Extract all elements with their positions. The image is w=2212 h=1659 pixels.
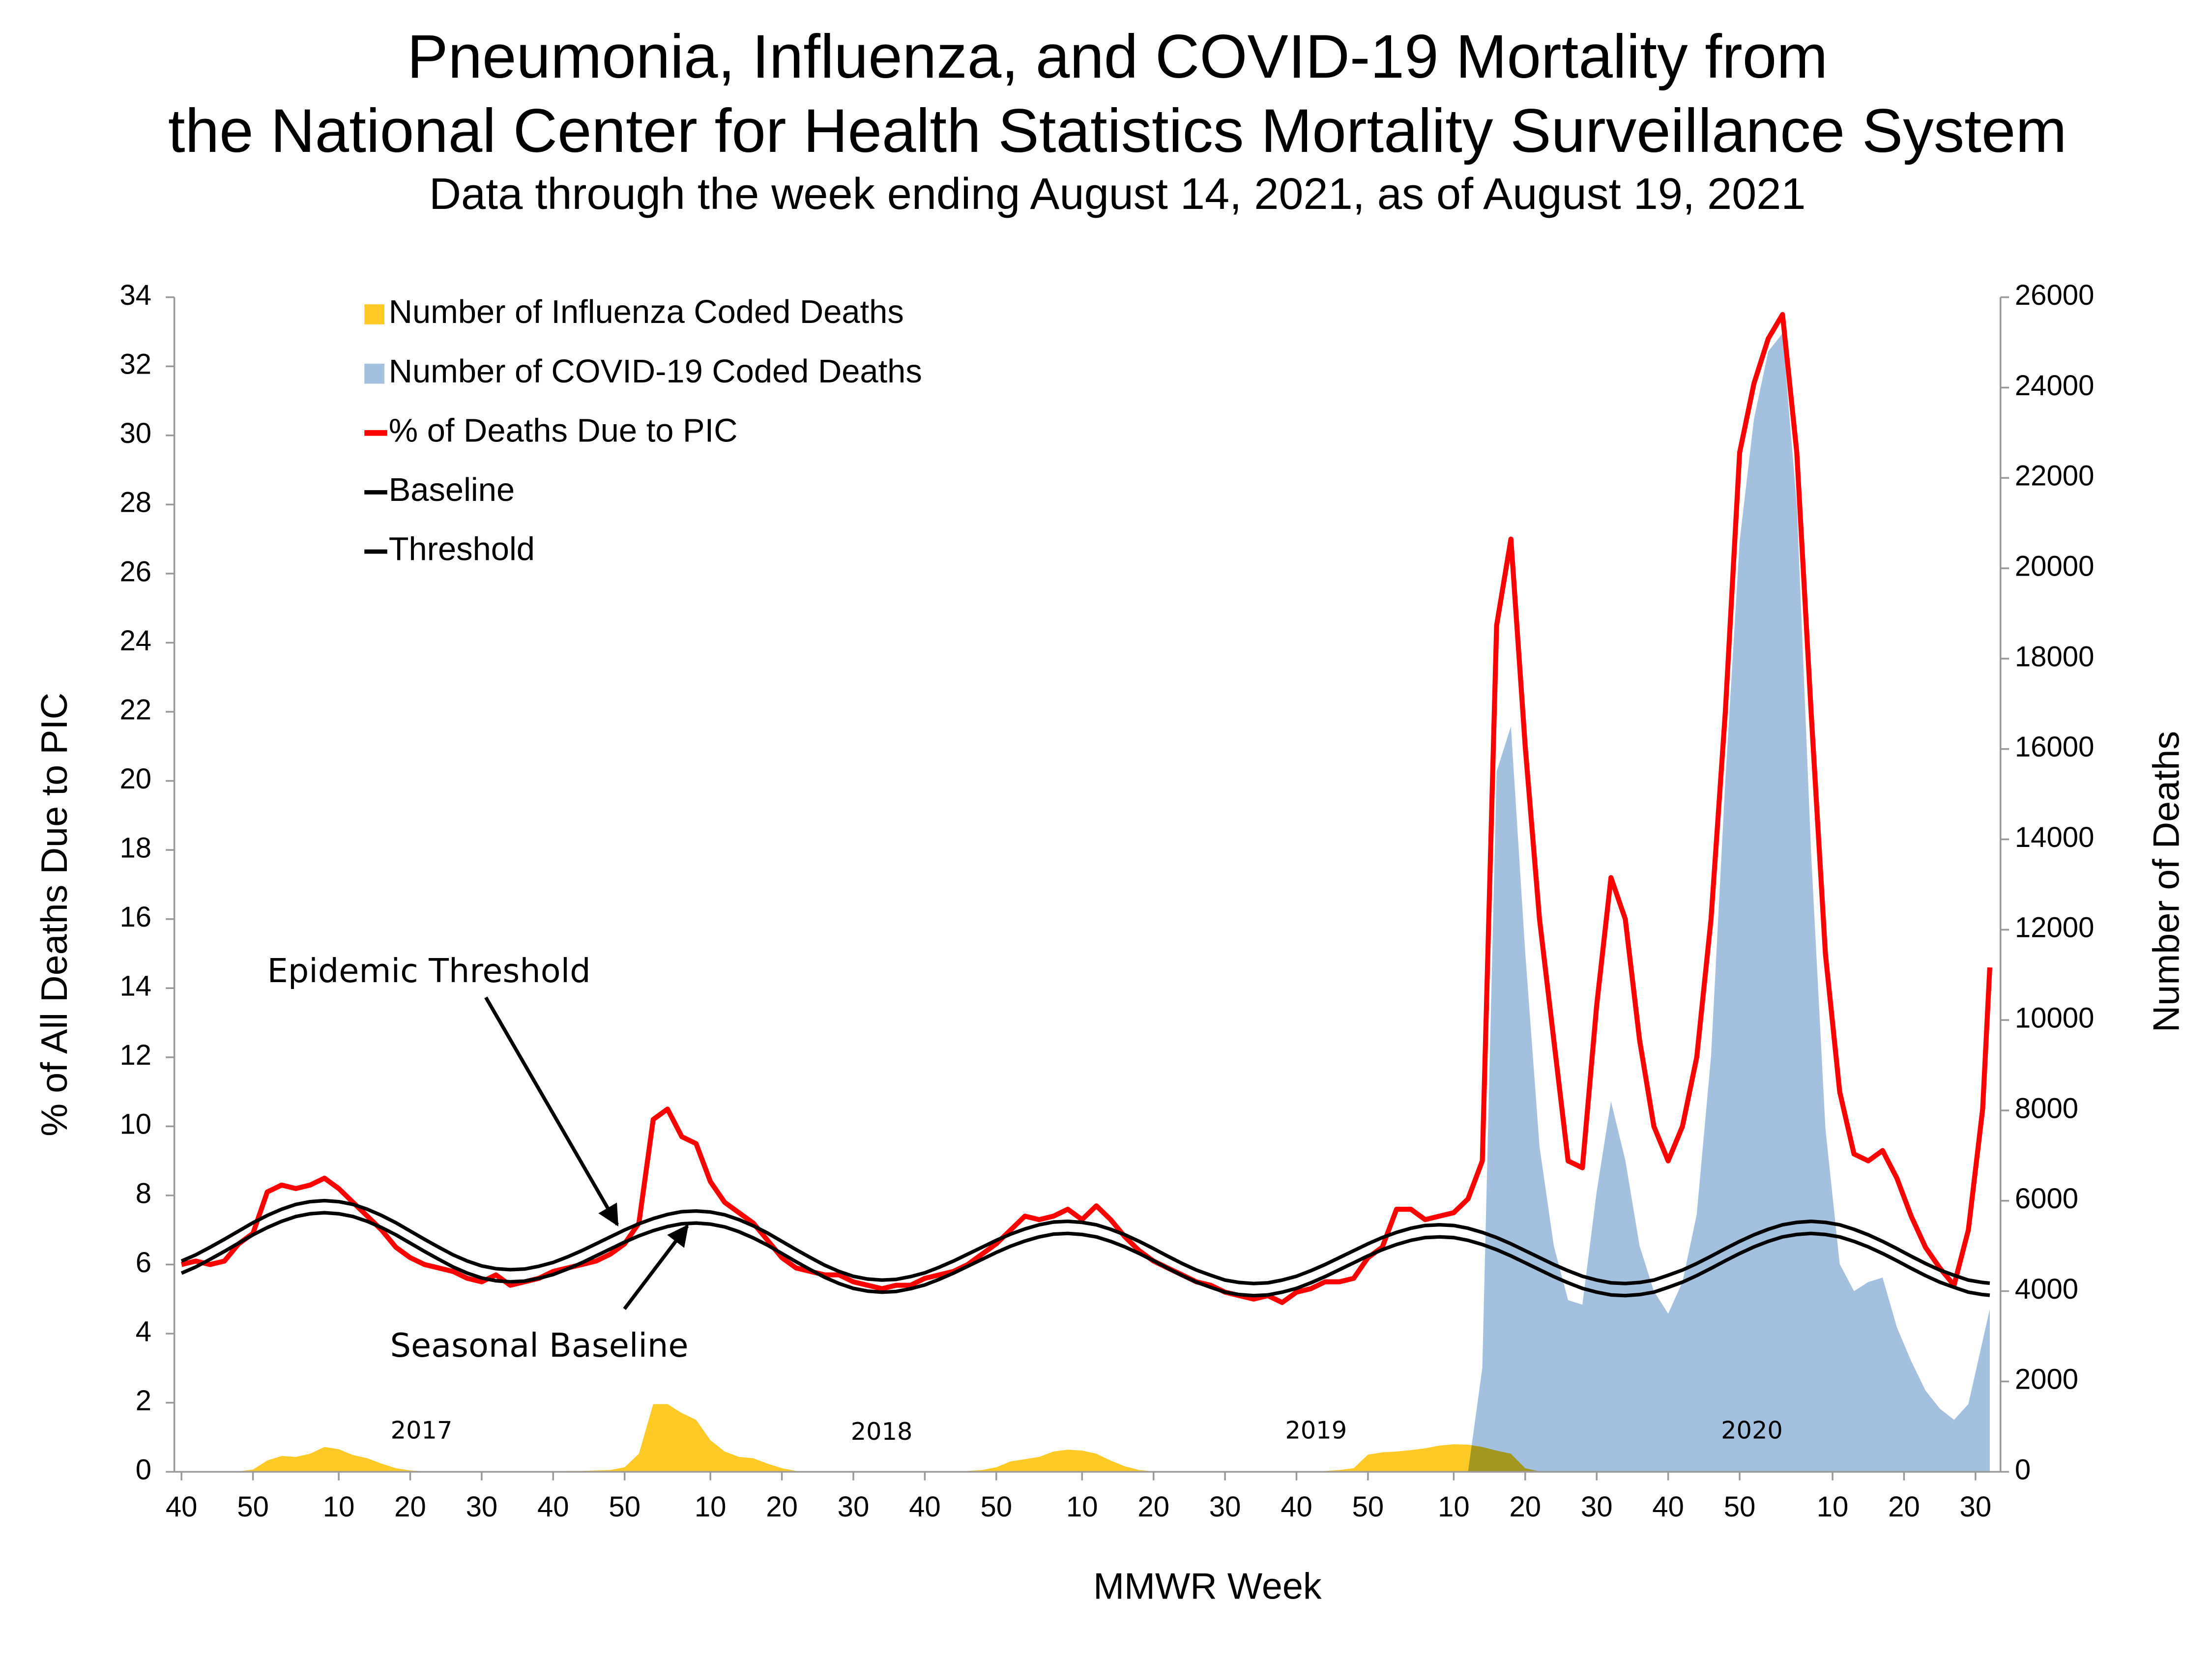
y2-tick-label: 6000 — [2015, 1183, 2078, 1215]
y-tick-label: 6 — [136, 1247, 151, 1279]
y-tick-label: 32 — [119, 349, 151, 380]
x-tick-label: 30 — [1960, 1491, 1992, 1523]
x-tick-label: 20 — [1888, 1491, 1920, 1523]
y-tick-label: 34 — [119, 279, 151, 311]
x-tick-label: 50 — [237, 1491, 269, 1523]
y2-tick-label: 26000 — [2015, 279, 2095, 311]
year-label: 2020 — [1721, 1416, 1783, 1444]
x-tick-label: 50 — [980, 1491, 1012, 1523]
x-tick-label: 30 — [1209, 1491, 1241, 1523]
x-tick-label: 20 — [766, 1491, 798, 1523]
x-tick-label: 50 — [609, 1491, 640, 1523]
y2-axis-title: Number of Deaths — [2146, 731, 2187, 1032]
area — [181, 1404, 1990, 1472]
y-tick-label: 0 — [136, 1454, 151, 1486]
x-tick-label: 20 — [1137, 1491, 1169, 1523]
x-tick-label: 50 — [1724, 1491, 1756, 1523]
legend-label: Threshold — [389, 531, 535, 568]
x-tick-label: 10 — [1066, 1491, 1098, 1523]
y-tick-label: 24 — [119, 625, 151, 657]
x-tick-label: 40 — [1652, 1491, 1684, 1523]
y-tick-label: 8 — [136, 1177, 151, 1209]
y-tick-label: 16 — [119, 901, 151, 933]
x-tick-label: 20 — [1509, 1491, 1541, 1523]
legend-label: Number of COVID-19 Coded Deaths — [389, 353, 922, 390]
annotation: Epidemic Threshold — [267, 952, 591, 990]
y2-tick-label: 22000 — [2015, 460, 2095, 492]
x-tick-label: 40 — [537, 1491, 569, 1523]
x-tick-label: 10 — [1438, 1491, 1470, 1523]
y2-tick-label: 16000 — [2015, 731, 2095, 763]
y2-tick-label: 18000 — [2015, 640, 2095, 672]
x-tick-label: 30 — [838, 1491, 870, 1523]
y-tick-label: 18 — [119, 832, 151, 864]
legend-label: Number of Influenza Coded Deaths — [389, 293, 904, 330]
legend-label: Baseline — [389, 471, 515, 508]
legend-swatch — [364, 363, 384, 384]
legend-swatch — [364, 304, 384, 324]
y2-tick-label: 12000 — [2015, 912, 2095, 944]
annotation-arrow — [484, 996, 619, 1227]
legend-label: % of Deaths Due to PIC — [389, 412, 738, 449]
y-tick-label: 12 — [119, 1039, 151, 1071]
y-tick-label: 26 — [119, 555, 151, 587]
line — [180, 312, 1993, 1305]
y-tick-label: 14 — [119, 970, 151, 1002]
y2-tick-label: 0 — [2015, 1454, 2031, 1486]
y-tick-label: 10 — [119, 1108, 151, 1140]
line — [180, 1211, 1990, 1298]
y-tick-label: 22 — [119, 694, 151, 726]
chart-title: Pneumonia, Influenza, and COVID-19 Morta… — [407, 23, 1828, 91]
x-tick-label: 40 — [166, 1491, 198, 1523]
y-tick-label: 2 — [136, 1385, 151, 1417]
chart-title: the National Center for Health Statistic… — [168, 97, 2067, 165]
y2-tick-label: 4000 — [2015, 1273, 2078, 1305]
legend: Number of Influenza Coded Deaths Number o… — [364, 293, 922, 568]
y2-tick-label: 14000 — [2015, 821, 2095, 853]
x-tick-label: 20 — [394, 1491, 426, 1523]
x-tick-label: 10 — [1817, 1491, 1849, 1523]
annotation: Seasonal Baseline — [390, 1326, 689, 1365]
x-tick-label: 30 — [466, 1491, 498, 1523]
x-tick-label: 40 — [909, 1491, 941, 1523]
x-tick-label: 30 — [1581, 1491, 1613, 1523]
year-label: 2017 — [391, 1416, 453, 1444]
year-label: 2018 — [851, 1417, 913, 1446]
y2-tick-label: 8000 — [2015, 1092, 2078, 1124]
x-tick-label: 10 — [695, 1491, 727, 1523]
plot-area — [180, 312, 1993, 1472]
annotation-arrow — [623, 1224, 689, 1310]
y-axis-title: % of All Deaths Due to PIC — [34, 693, 75, 1136]
y2-tick-label: 20000 — [2015, 550, 2095, 582]
x-tick-label: 10 — [323, 1491, 355, 1523]
area — [181, 333, 1990, 1472]
line — [180, 1198, 1990, 1285]
x-axis-title: MMWR Week — [1093, 1566, 1322, 1607]
y-tick-label: 30 — [119, 417, 151, 449]
y2-tick-label: 10000 — [2015, 1002, 2095, 1034]
chart-subtitle: Data through the week ending August 14, … — [429, 169, 1806, 219]
y-tick-label: 28 — [119, 487, 151, 519]
year-label: 2019 — [1285, 1416, 1347, 1444]
y2-tick-label: 24000 — [2015, 370, 2095, 402]
y-tick-label: 20 — [119, 763, 151, 795]
x-tick-label: 50 — [1352, 1491, 1384, 1523]
x-tick-label: 40 — [1281, 1491, 1312, 1523]
y-tick-label: 4 — [136, 1315, 151, 1347]
y2-tick-label: 2000 — [2015, 1364, 2078, 1396]
